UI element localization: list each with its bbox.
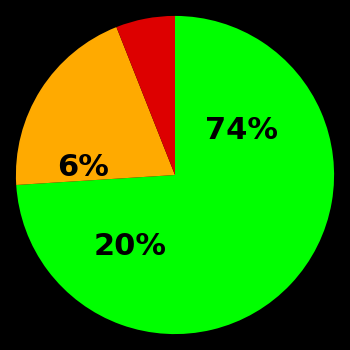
Wedge shape xyxy=(117,16,175,175)
Wedge shape xyxy=(16,16,334,334)
Text: 74%: 74% xyxy=(205,116,278,145)
Wedge shape xyxy=(16,27,175,185)
Text: 20%: 20% xyxy=(94,232,167,261)
Text: 6%: 6% xyxy=(57,153,108,182)
